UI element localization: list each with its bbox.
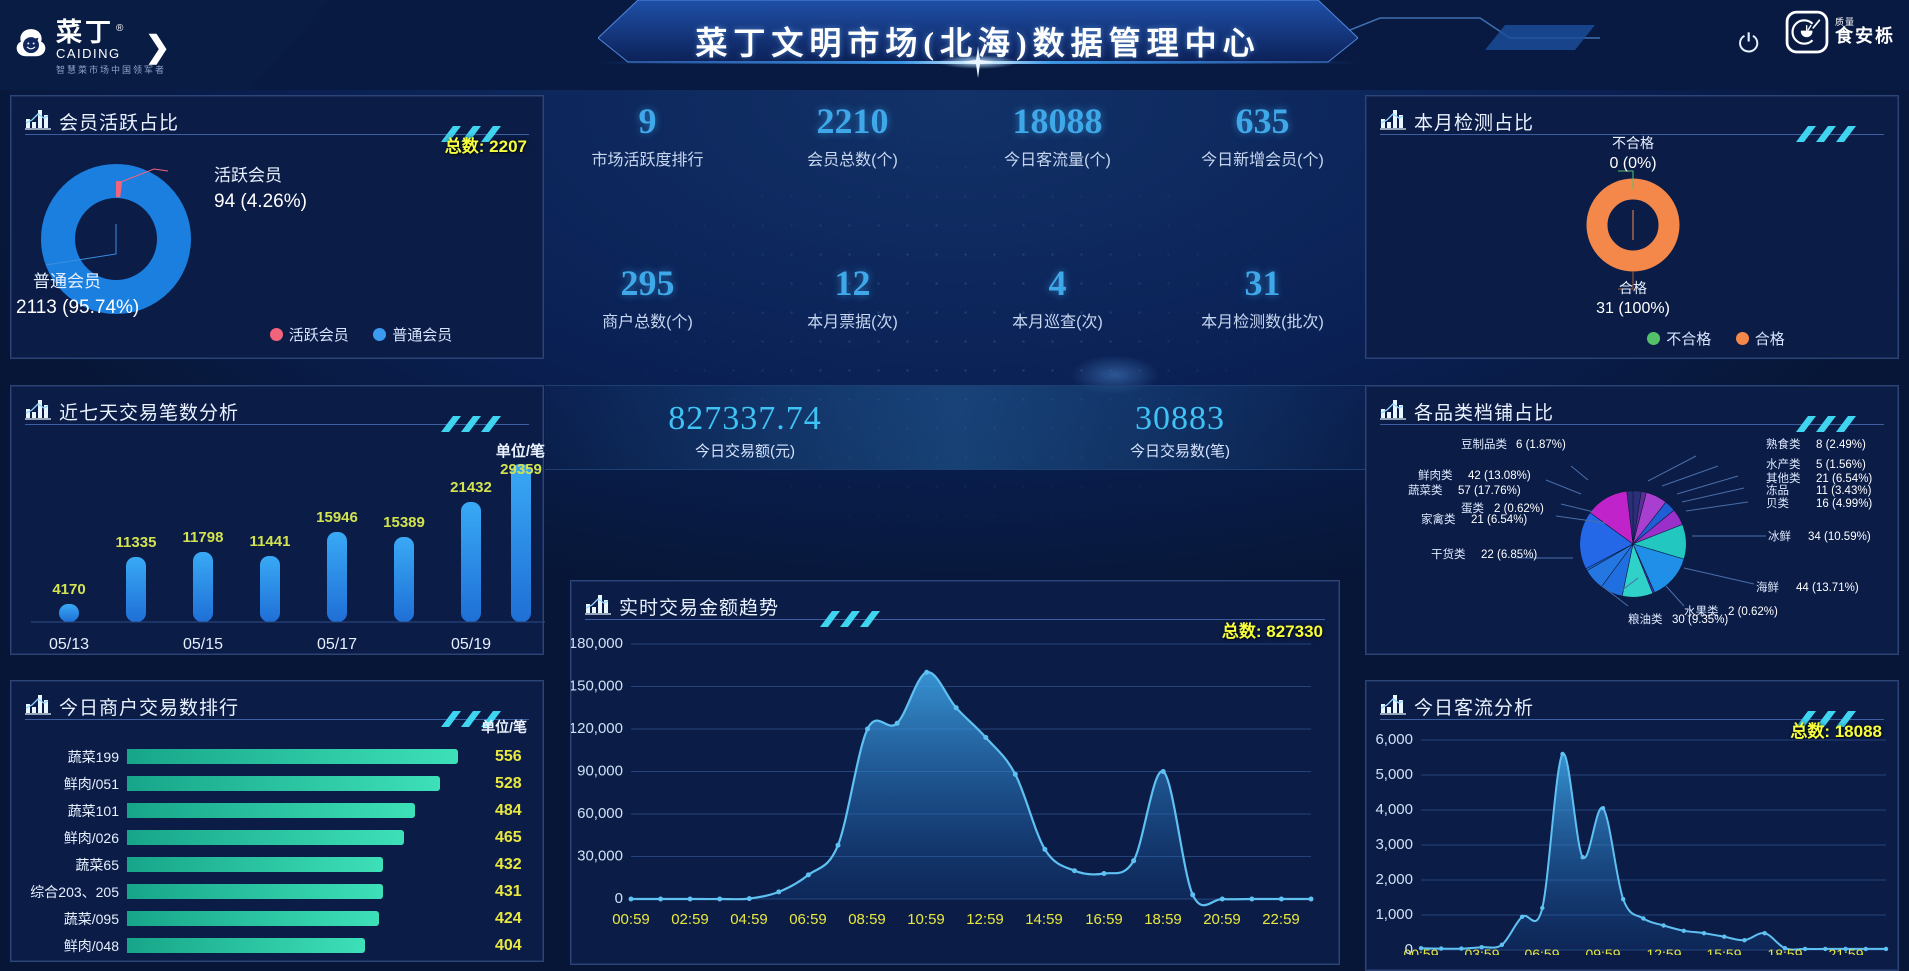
svg-text:2 (0.62%): 2 (0.62%) — [1494, 503, 1544, 515]
svg-text:蔬菜类: 蔬菜类 — [1408, 483, 1443, 497]
svg-text:15:59: 15:59 — [1706, 946, 1741, 955]
svg-text:10:59: 10:59 — [907, 911, 945, 928]
svg-text:15389: 15389 — [383, 514, 425, 531]
svg-text:4,000: 4,000 — [1375, 801, 1413, 818]
svg-text:单位/笔: 单位/笔 — [496, 442, 545, 460]
svg-text:57 (17.76%): 57 (17.76%) — [1458, 485, 1521, 497]
svg-text:34 (10.59%): 34 (10.59%) — [1808, 531, 1871, 543]
svg-text:水产类: 水产类 — [1766, 457, 1801, 471]
svg-text:29359: 29359 — [500, 461, 542, 478]
svg-text:06:59: 06:59 — [1524, 946, 1559, 955]
svg-text:4170: 4170 — [52, 581, 85, 598]
svg-text:05/13: 05/13 — [49, 636, 89, 653]
svg-text:31 (100%): 31 (100%) — [1596, 300, 1670, 317]
svg-text:22:59: 22:59 — [1262, 911, 1300, 928]
svg-text:21 (6.54%): 21 (6.54%) — [1816, 473, 1872, 485]
svg-text:2 (0.62%): 2 (0.62%) — [1728, 606, 1778, 618]
svg-text:09:59: 09:59 — [1585, 946, 1620, 955]
svg-text:6 (1.87%): 6 (1.87%) — [1516, 439, 1566, 451]
svg-text:05/15: 05/15 — [183, 636, 223, 653]
svg-text:6,000: 6,000 — [1375, 731, 1413, 748]
svg-text:普通会员: 普通会员 — [33, 272, 101, 291]
svg-text:22 (6.85%): 22 (6.85%) — [1481, 549, 1537, 561]
svg-text:14:59: 14:59 — [1025, 911, 1063, 928]
svg-text:00:59: 00:59 — [1403, 946, 1438, 955]
svg-text:44 (13.71%): 44 (13.71%) — [1796, 582, 1859, 594]
svg-text:鲜肉类: 鲜肉类 — [1418, 468, 1453, 482]
svg-text:21432: 21432 — [450, 479, 492, 496]
svg-text:0 (0%): 0 (0%) — [1609, 155, 1656, 172]
svg-text:30 (9.35%): 30 (9.35%) — [1672, 614, 1728, 626]
svg-text:熟食类: 熟食类 — [1766, 437, 1801, 451]
svg-text:5 (1.56%): 5 (1.56%) — [1816, 459, 1866, 471]
svg-text:豆制品类: 豆制品类 — [1461, 437, 1507, 451]
svg-text:94 (4.26%): 94 (4.26%) — [214, 191, 307, 212]
svg-text:其他类: 其他类 — [1766, 471, 1801, 485]
svg-text:21:59: 21:59 — [1828, 946, 1863, 955]
svg-text:粮油类: 粮油类 — [1628, 612, 1663, 626]
svg-text:合格: 合格 — [1619, 280, 1647, 296]
svg-text:11 (3.43%): 11 (3.43%) — [1816, 485, 1872, 497]
svg-text:家禽类: 家禽类 — [1421, 512, 1456, 526]
svg-text:0: 0 — [615, 890, 623, 907]
svg-text:11335: 11335 — [116, 534, 157, 551]
svg-text:11441: 11441 — [250, 533, 291, 550]
svg-text:2113 (95.74%): 2113 (95.74%) — [16, 297, 139, 318]
svg-text:21 (6.54%): 21 (6.54%) — [1471, 514, 1527, 526]
svg-text:8 (2.49%): 8 (2.49%) — [1816, 439, 1866, 451]
svg-text:90,000: 90,000 — [577, 763, 623, 780]
svg-text:30,000: 30,000 — [577, 848, 623, 865]
svg-text:180,000: 180,000 — [571, 635, 623, 652]
svg-text:冻品: 冻品 — [1766, 483, 1789, 497]
svg-text:1,000: 1,000 — [1375, 906, 1413, 923]
svg-text:120,000: 120,000 — [571, 720, 623, 737]
svg-text:海鲜: 海鲜 — [1756, 580, 1779, 594]
svg-text:60,000: 60,000 — [577, 805, 623, 822]
svg-text:贝类: 贝类 — [1766, 496, 1789, 510]
svg-text:冰鲜: 冰鲜 — [1768, 529, 1791, 543]
svg-text:干货类: 干货类 — [1431, 547, 1466, 561]
svg-text:11798: 11798 — [183, 529, 224, 546]
svg-text:05/19: 05/19 — [451, 636, 491, 653]
svg-text:06:59: 06:59 — [789, 911, 827, 928]
svg-text:00:59: 00:59 — [612, 911, 650, 928]
svg-text:02:59: 02:59 — [671, 911, 709, 928]
svg-text:蛋类: 蛋类 — [1461, 501, 1484, 515]
svg-text:不合格: 不合格 — [1612, 135, 1654, 151]
svg-text:04:59: 04:59 — [730, 911, 768, 928]
svg-text:05/17: 05/17 — [317, 636, 357, 653]
svg-text:08:59: 08:59 — [848, 911, 886, 928]
svg-text:03:59: 03:59 — [1464, 946, 1499, 955]
svg-text:150,000: 150,000 — [571, 678, 623, 695]
svg-text:12:59: 12:59 — [966, 911, 1004, 928]
svg-text:16:59: 16:59 — [1085, 911, 1123, 928]
svg-text:5,000: 5,000 — [1375, 766, 1413, 783]
svg-text:12:59: 12:59 — [1646, 946, 1681, 955]
svg-text:2,000: 2,000 — [1375, 871, 1413, 888]
svg-text:18:59: 18:59 — [1767, 946, 1802, 955]
svg-text:15946: 15946 — [316, 509, 358, 526]
svg-text:16 (4.99%): 16 (4.99%) — [1816, 498, 1872, 510]
svg-text:3,000: 3,000 — [1375, 836, 1413, 853]
svg-text:42 (13.08%): 42 (13.08%) — [1468, 470, 1531, 482]
svg-text:18:59: 18:59 — [1144, 911, 1182, 928]
svg-text:20:59: 20:59 — [1203, 911, 1241, 928]
svg-text:活跃会员: 活跃会员 — [214, 166, 282, 185]
